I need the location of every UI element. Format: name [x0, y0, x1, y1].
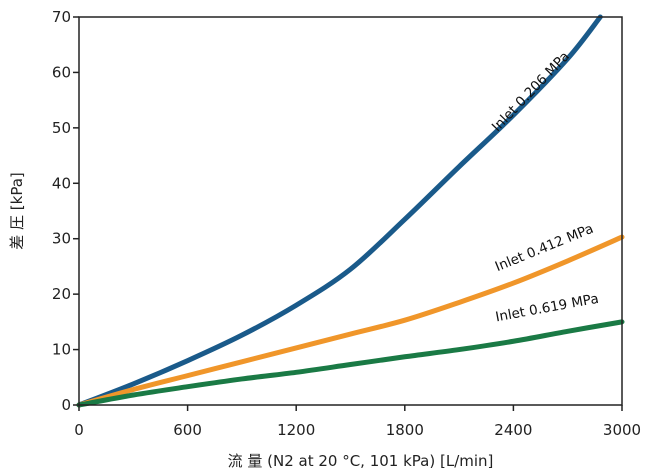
y-tick-label: 30 — [52, 230, 71, 248]
y-tick-label: 60 — [52, 63, 71, 81]
series-label: Inlet 0.412 MPa — [493, 221, 596, 275]
x-tick-label: 0 — [74, 421, 84, 439]
plot-frame — [78, 16, 623, 406]
y-tick-label: 50 — [52, 119, 71, 137]
x-tick-label: 3000 — [603, 421, 641, 439]
x-axis-title: 流 量 (N2 at 20 °C, 101 kPa) [L/min] — [228, 452, 494, 470]
series-layer — [76, 14, 625, 408]
y-tick-label: 20 — [52, 285, 71, 303]
y-tick-label: 70 — [52, 8, 71, 26]
y-tick-label: 40 — [52, 174, 71, 192]
series-line — [76, 319, 625, 408]
series-label: Inlet 0.206 MPa — [489, 49, 573, 136]
series-label: Inlet 0.619 MPa — [494, 291, 600, 326]
y-tick-label: 0 — [61, 396, 71, 414]
y-axis-title: 差 圧 [kPa] — [8, 172, 26, 250]
y-tick-label: 10 — [52, 341, 71, 359]
x-tick-label: 2400 — [494, 421, 532, 439]
x-tick-label: 600 — [173, 421, 202, 439]
x-tick-label: 1800 — [386, 421, 424, 439]
series-line — [76, 14, 603, 408]
series-line — [76, 234, 625, 408]
x-tick-label: 1200 — [277, 421, 315, 439]
ticks-layer: 0 10 20 30 40 50 60 70 0 600 1200 1800 2400 3000 — [52, 8, 641, 439]
